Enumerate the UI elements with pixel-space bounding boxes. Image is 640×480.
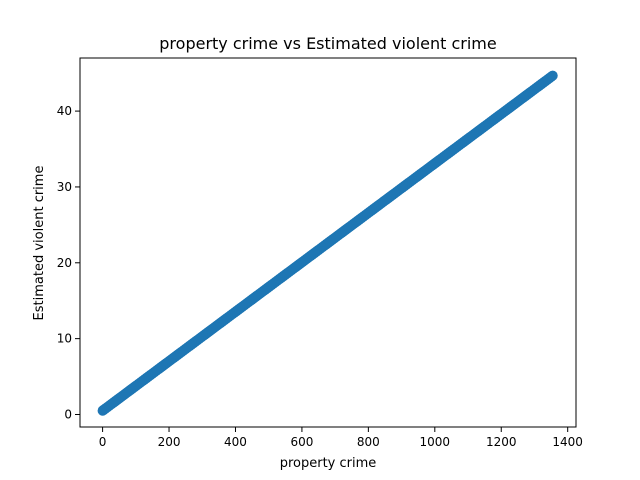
scatter-points [97, 70, 558, 416]
x-tick-label: 1400 [552, 435, 583, 449]
x-tick-label: 1200 [486, 435, 517, 449]
y-axis-label: Estimated violent crime [32, 166, 47, 321]
y-tick-label: 40 [57, 104, 72, 118]
y-axis-ticks: 0 10 20 30 40 [57, 104, 80, 421]
x-tick-label: 800 [357, 435, 380, 449]
x-axis-ticks: 0 200 400 600 800 1000 1200 1400 [99, 427, 583, 449]
x-tick-label: 400 [224, 435, 247, 449]
data-point [547, 70, 558, 81]
y-tick-label: 0 [64, 407, 72, 421]
x-axis-label: property crime [280, 456, 377, 471]
y-tick-label: 30 [57, 180, 72, 194]
x-tick-label: 0 [99, 435, 107, 449]
x-tick-label: 600 [290, 435, 313, 449]
x-tick-label: 1000 [420, 435, 451, 449]
x-tick-label: 200 [158, 435, 181, 449]
plot-area-frame [79, 57, 577, 428]
y-tick-label: 10 [57, 332, 72, 346]
y-tick-label: 20 [57, 256, 72, 270]
chart-title: property crime vs Estimated violent crim… [159, 34, 496, 53]
